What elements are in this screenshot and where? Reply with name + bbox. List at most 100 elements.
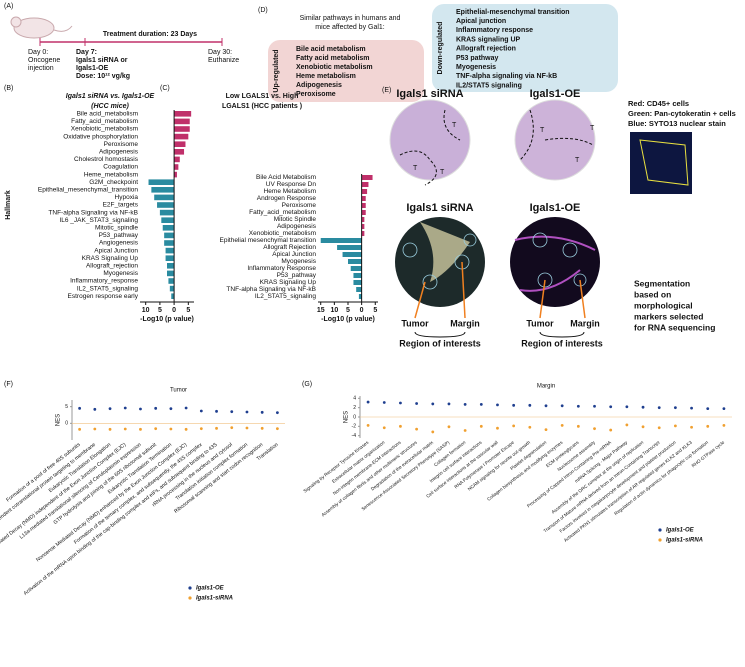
- point: [544, 404, 548, 408]
- point: [139, 407, 142, 411]
- duration: Treatment duration: 23 Days: [103, 31, 197, 38]
- x-tick-label: 0: [172, 307, 176, 314]
- category-label: Apical Junction: [94, 247, 138, 254]
- category-label: TNF-alpha Signaling via NF-kB: [48, 209, 138, 216]
- category-label: Xenobiotic_metabolism: [71, 126, 138, 133]
- fluor-tissue: [514, 235, 596, 292]
- note: Segmentation: [634, 278, 690, 288]
- legend-marker: [658, 538, 662, 542]
- category-label: Mitotic Spindle: [274, 216, 317, 223]
- bar: [165, 247, 175, 254]
- point: [139, 427, 142, 431]
- category-label: Myogenesis: [103, 270, 138, 277]
- bar: [164, 232, 175, 239]
- stain-legend: Blue: SYTO13 nuclear stain: [628, 119, 726, 128]
- y-tick-label: -2: [352, 424, 357, 430]
- point: [431, 402, 435, 406]
- tumor-mark: T: [575, 157, 580, 164]
- stain-legend: Red: CD45+ cells: [628, 99, 689, 108]
- roi-label: Tumor: [526, 318, 554, 328]
- bar: [361, 182, 369, 187]
- tumor-outline: [399, 109, 594, 186]
- point: [528, 425, 532, 429]
- category-label: Coagulation: [103, 164, 138, 171]
- x-label: -Log10 (p value): [140, 316, 194, 323]
- point: [108, 427, 112, 431]
- bar: [174, 149, 185, 155]
- bar: [356, 287, 362, 292]
- category-label: Allograft_rejection: [86, 263, 138, 270]
- point: [275, 427, 279, 431]
- category-label: P53_pathway: [99, 232, 139, 239]
- bar: [361, 224, 365, 229]
- bar: [342, 252, 362, 257]
- point: [576, 424, 580, 428]
- bar: [174, 126, 190, 132]
- point: [215, 409, 218, 413]
- header: Similar pathways in humans and: [300, 15, 401, 22]
- bar: [157, 202, 175, 208]
- category-label: P53_pathway: [277, 272, 317, 279]
- category-label: Inflammatory Response: [247, 265, 316, 272]
- point: [199, 427, 203, 431]
- roi-circles: [402, 232, 587, 290]
- down-item: Apical junction: [456, 18, 506, 25]
- point: [560, 424, 564, 427]
- category-label: Oxidative phosphorylation: [63, 133, 138, 140]
- image-title: Igals1-OE: [530, 88, 581, 100]
- bar: [358, 294, 362, 299]
- point: [382, 426, 386, 430]
- y-tick-label: 0: [65, 421, 68, 427]
- y-tick-label: 4: [353, 396, 356, 402]
- point: [463, 403, 467, 406]
- he-image: [514, 99, 596, 181]
- category-label: G2M_checkpoint: [89, 179, 138, 186]
- category-label: Myogenesis: [281, 258, 316, 265]
- x-tick-label: 5: [346, 307, 350, 314]
- x-label: -Log10 (p value): [321, 316, 375, 323]
- category-label: IL2_STAT5_signaling: [77, 285, 139, 292]
- point: [154, 406, 158, 410]
- panel-label: (E): [382, 87, 391, 94]
- point: [415, 402, 419, 405]
- point: [673, 406, 677, 410]
- x-tick-label: 15: [317, 307, 325, 314]
- bar: [174, 156, 180, 163]
- point: [123, 406, 127, 410]
- legend-marker: [658, 528, 662, 532]
- day0: Oncogene: [28, 57, 60, 64]
- category-label: Heme Metabolism: [264, 188, 316, 195]
- point: [576, 404, 580, 408]
- point: [245, 410, 249, 414]
- y-label: Hallmark: [5, 190, 12, 220]
- down-item: Epithelial-mesenchymal transition: [456, 9, 570, 16]
- y-tick-label: 0: [353, 414, 356, 420]
- note: for RNA sequencing: [634, 322, 715, 332]
- point: [431, 430, 435, 434]
- point: [609, 428, 613, 432]
- bar: [165, 255, 175, 261]
- title: Igals1 siRNA vs. Igals1-OE: [66, 93, 155, 100]
- note: morphological: [634, 300, 693, 310]
- category-label: Apical Junction: [272, 251, 316, 258]
- legend-label: Igals1-siRNA: [196, 596, 233, 602]
- bar: [350, 266, 362, 271]
- title: (HCC mice): [91, 103, 129, 110]
- category-label: Peroxisome: [282, 202, 317, 209]
- up-item: Adipogenesis: [296, 82, 342, 89]
- point: [641, 405, 645, 409]
- category-label: Hypoxia: [115, 194, 139, 201]
- up-item: Fatty acid metabolism: [296, 55, 370, 62]
- down-item: Myogenesis: [456, 64, 496, 71]
- point: [609, 405, 613, 409]
- panel-label: (A): [4, 3, 13, 10]
- bar: [361, 217, 365, 222]
- point: [260, 426, 264, 430]
- y-label: NES: [56, 414, 62, 426]
- category-label: KRAS Signaling Up: [82, 255, 139, 262]
- roi-label: Margin: [450, 318, 480, 328]
- point: [184, 427, 188, 431]
- category-label: Bile Acid Metabolism: [256, 174, 316, 181]
- day0: Day 0:: [28, 49, 48, 56]
- point: [366, 424, 370, 427]
